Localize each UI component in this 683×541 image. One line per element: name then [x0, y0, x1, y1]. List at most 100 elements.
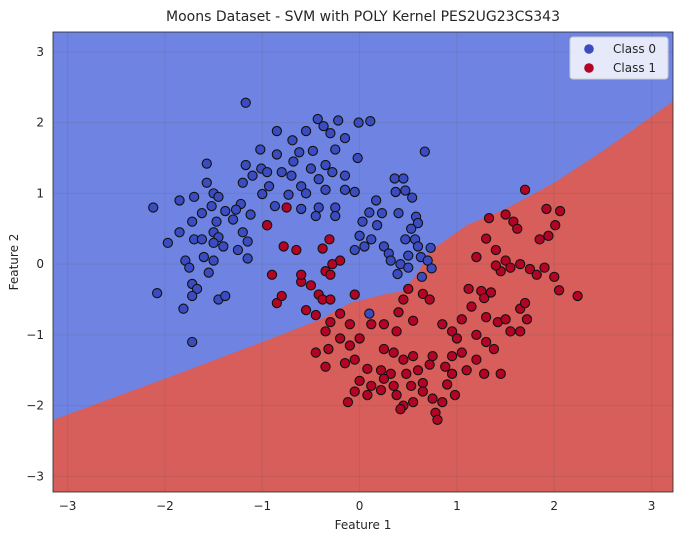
data-point	[271, 149, 283, 160]
data-point	[187, 290, 198, 302]
data-point	[232, 244, 244, 256]
data-point	[364, 308, 375, 319]
data-point	[174, 227, 185, 238]
data-point	[342, 396, 354, 408]
data-point	[339, 170, 351, 181]
data-point	[425, 242, 436, 253]
data-point	[406, 380, 417, 391]
data-point	[357, 216, 368, 227]
data-point	[554, 205, 566, 217]
legend-box	[569, 36, 669, 80]
data-point	[269, 200, 281, 212]
x-tick-label: 0	[356, 499, 364, 513]
x-tick-label: 3	[648, 499, 656, 513]
data-point	[203, 267, 214, 278]
data-point	[446, 350, 458, 362]
data-point	[417, 288, 429, 299]
data-point	[427, 393, 438, 404]
data-point	[392, 268, 403, 280]
data-point	[325, 317, 336, 328]
legend-marker	[584, 63, 594, 73]
data-point	[184, 262, 195, 273]
data-point	[524, 263, 536, 275]
data-point	[505, 262, 516, 273]
data-point	[388, 380, 399, 391]
series-class-1	[261, 184, 583, 425]
data-point	[378, 319, 390, 330]
data-point	[378, 343, 390, 355]
data-point	[442, 379, 453, 390]
data-point	[495, 368, 506, 379]
data-point	[240, 159, 251, 171]
data-point	[354, 375, 365, 387]
data-point	[391, 326, 402, 337]
data-point	[320, 159, 331, 171]
data-point	[449, 389, 461, 401]
data-point	[437, 319, 448, 330]
data-point	[534, 234, 545, 245]
data-point	[505, 326, 516, 337]
data-point	[318, 120, 329, 132]
data-point	[400, 185, 411, 196]
data-point	[271, 125, 283, 137]
data-point	[291, 244, 302, 256]
data-point	[325, 294, 336, 305]
data-point	[549, 271, 560, 283]
data-point	[400, 234, 411, 245]
data-point	[406, 223, 417, 234]
data-point	[178, 303, 189, 314]
data-point	[333, 115, 344, 126]
data-point	[541, 203, 552, 215]
data-point	[412, 241, 424, 252]
data-point	[287, 135, 298, 146]
data-point	[353, 117, 364, 128]
data-point	[378, 373, 390, 384]
data-point	[407, 350, 419, 362]
data-point	[427, 350, 438, 362]
data-point	[553, 285, 565, 296]
data-point	[230, 204, 242, 215]
data-point	[362, 363, 373, 375]
data-point	[385, 255, 396, 266]
data-point	[325, 128, 336, 139]
legend-label: Class 1	[613, 61, 656, 75]
data-point	[310, 210, 321, 222]
data-point	[317, 243, 328, 254]
y-tick-label: −2	[26, 399, 44, 413]
data-point	[330, 210, 341, 222]
data-point	[515, 258, 526, 270]
data-point	[310, 309, 321, 321]
data-point	[461, 365, 472, 376]
data-point	[412, 217, 424, 229]
data-point	[375, 384, 387, 396]
data-point	[242, 253, 253, 264]
x-tick-label: −3	[59, 499, 77, 513]
data-point	[389, 173, 400, 184]
data-point	[416, 271, 428, 283]
data-point	[339, 358, 351, 369]
data-point	[325, 269, 336, 280]
data-point	[300, 125, 312, 137]
data-point	[385, 368, 396, 379]
data-point	[247, 170, 258, 181]
y-tick-label: 3	[36, 45, 44, 59]
data-point	[148, 202, 159, 213]
data-point	[305, 280, 317, 291]
data-point	[403, 262, 414, 273]
data-point	[296, 181, 307, 192]
data-point	[426, 263, 437, 274]
data-point	[300, 188, 312, 199]
x-axis-label: Feature 1	[335, 518, 392, 532]
data-point	[237, 177, 248, 188]
data-point	[187, 336, 198, 348]
x-tick-label: 2	[550, 499, 558, 513]
data-point	[339, 133, 351, 144]
data-point	[424, 359, 435, 370]
data-point	[276, 166, 287, 178]
data-point	[349, 386, 360, 397]
data-point	[196, 208, 208, 219]
data-point	[456, 347, 467, 358]
data-point	[255, 144, 266, 155]
data-point	[490, 260, 502, 271]
data-point	[515, 326, 526, 337]
